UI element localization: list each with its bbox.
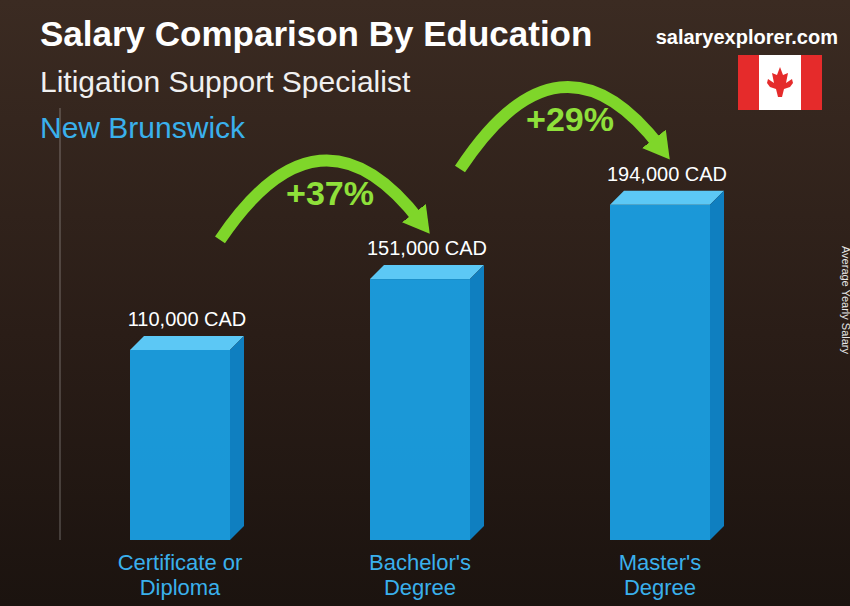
svg-text:151,000 CAD: 151,000 CAD: [367, 237, 487, 259]
svg-text:Average Yearly Salary: Average Yearly Salary: [840, 246, 842, 355]
svg-text:salaryexplorer.com: salaryexplorer.com: [656, 26, 838, 48]
svg-text:Certificate orDiploma: Certificate orDiploma: [118, 550, 243, 600]
svg-text:Salary Comparison By Education: Salary Comparison By Education: [40, 14, 592, 53]
svg-text:Master'sDegree: Master'sDegree: [619, 550, 701, 600]
svg-text:Bachelor'sDegree: Bachelor'sDegree: [369, 550, 471, 600]
svg-text:110,000 CAD: 110,000 CAD: [128, 308, 247, 330]
svg-text:194,000 CAD: 194,000 CAD: [607, 163, 727, 185]
svg-text:+37%: +37%: [286, 174, 374, 212]
svg-text:New Brunswick: New Brunswick: [40, 111, 246, 144]
svg-text:Litigation Support Specialist: Litigation Support Specialist: [40, 65, 411, 98]
svg-text:+29%: +29%: [526, 100, 614, 138]
